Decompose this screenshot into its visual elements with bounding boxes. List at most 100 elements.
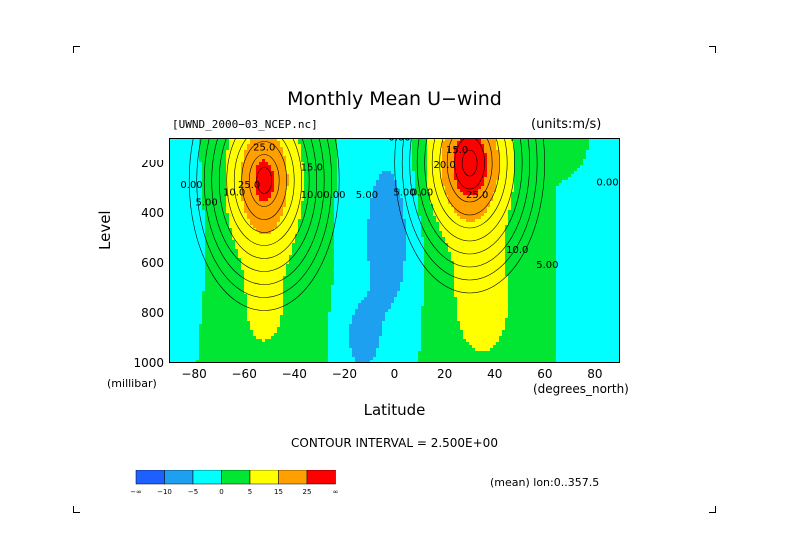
field-cell (295, 234, 298, 237)
field-cell (235, 318, 238, 321)
field-cell (286, 213, 289, 216)
field-cell (241, 318, 244, 321)
field-cell (343, 357, 346, 360)
field-cell (361, 336, 364, 339)
field-cell (232, 336, 235, 339)
field-cell (337, 330, 340, 333)
field-cell (271, 195, 274, 198)
field-cell (175, 348, 178, 351)
field-cell (298, 240, 301, 243)
field-cell (220, 207, 223, 210)
field-cell (280, 174, 283, 177)
field-cell (253, 234, 256, 237)
field-cell (346, 345, 349, 348)
field-cell (328, 279, 331, 282)
field-cell (241, 273, 244, 276)
field-cell (235, 342, 238, 345)
field-cell (304, 300, 307, 303)
field-cell (358, 216, 361, 219)
field-cell (256, 336, 259, 339)
field-cell (301, 264, 304, 267)
field-cell (343, 240, 346, 243)
field-cell (244, 300, 247, 303)
field-cell (322, 285, 325, 288)
field-cell (175, 180, 178, 183)
field-cell (196, 318, 199, 321)
field-cell (262, 159, 265, 162)
field-cell (238, 213, 241, 216)
field-cell (178, 336, 181, 339)
field-cell (310, 270, 313, 273)
field-cell (238, 162, 241, 165)
field-cell (247, 246, 250, 249)
field-cell (364, 309, 367, 312)
field-cell (352, 222, 355, 225)
field-cell (193, 354, 196, 357)
field-cell (268, 216, 271, 219)
field-cell (259, 207, 262, 210)
field-cell (304, 144, 307, 147)
field-cell (199, 210, 202, 213)
field-cell (301, 324, 304, 327)
field-cell (169, 138, 172, 141)
field-cell (190, 249, 193, 252)
field-cell (172, 273, 175, 276)
field-cell (223, 321, 226, 324)
field-cell (274, 141, 277, 144)
field-cell (211, 240, 214, 243)
field-cell (277, 342, 280, 345)
field-cell (307, 288, 310, 291)
field-cell (247, 171, 250, 174)
field-cell (232, 156, 235, 159)
field-cell (301, 312, 304, 315)
field-cell (325, 312, 328, 315)
field-cell (292, 273, 295, 276)
field-cell (271, 330, 274, 333)
field-cell (250, 342, 253, 345)
field-cell (298, 336, 301, 339)
field-cell (259, 159, 262, 162)
field-cell (361, 225, 364, 228)
field-cell (217, 228, 220, 231)
field-cell (295, 324, 298, 327)
field-cell (175, 282, 178, 285)
field-cell (262, 288, 265, 291)
field-cell (319, 252, 322, 255)
field-cell (304, 201, 307, 204)
field-cell (343, 141, 346, 144)
field-cell (229, 210, 232, 213)
field-cell (214, 231, 217, 234)
field-cell (355, 195, 358, 198)
field-cell (274, 231, 277, 234)
field-cell (283, 210, 286, 213)
field-cell (265, 255, 268, 258)
field-cell (328, 354, 331, 357)
field-cell (310, 318, 313, 321)
field-cell (214, 252, 217, 255)
field-cell (319, 234, 322, 237)
field-cell (256, 252, 259, 255)
field-cell (271, 225, 274, 228)
field-cell (229, 360, 232, 363)
field-cell (250, 315, 253, 318)
field-cell (262, 354, 265, 357)
field-cell (193, 153, 196, 156)
field-cell (340, 291, 343, 294)
field-cell (253, 267, 256, 270)
field-cell (337, 264, 340, 267)
field-cell (202, 354, 205, 357)
field-cell (217, 150, 220, 153)
field-cell (271, 141, 274, 144)
field-cell (334, 309, 337, 312)
field-cell (193, 186, 196, 189)
field-cell (223, 330, 226, 333)
field-cell (352, 180, 355, 183)
field-cell (319, 207, 322, 210)
field-cell (355, 324, 358, 327)
field-cell (340, 234, 343, 237)
field-cell (214, 216, 217, 219)
field-cell (319, 261, 322, 264)
field-cell (181, 315, 184, 318)
field-cell (313, 345, 316, 348)
field-cell (202, 294, 205, 297)
